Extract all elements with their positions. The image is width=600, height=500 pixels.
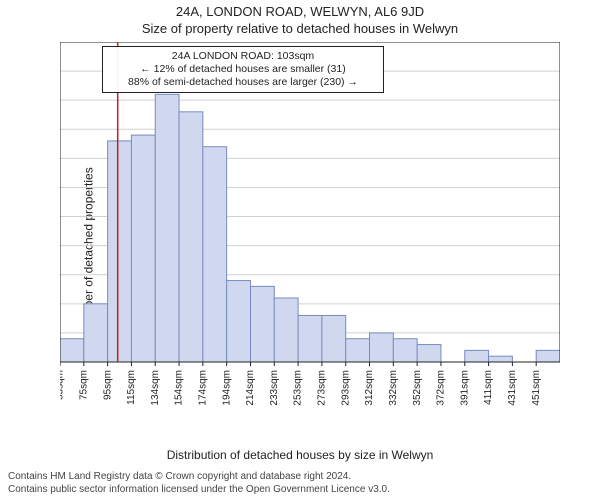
svg-text:431sqm: 431sqm — [507, 370, 518, 406]
svg-text:134sqm: 134sqm — [150, 370, 161, 406]
svg-text:332sqm: 332sqm — [388, 370, 399, 406]
svg-text:194sqm: 194sqm — [221, 370, 232, 406]
svg-text:312sqm: 312sqm — [364, 370, 375, 406]
footer-line2: Contains public sector information licen… — [8, 484, 592, 497]
footer-attribution: Contains HM Land Registry data © Crown c… — [8, 471, 592, 496]
annotation-line2: ← 12% of detached houses are smaller (31… — [109, 63, 377, 76]
svg-text:273sqm: 273sqm — [317, 370, 328, 406]
svg-text:154sqm: 154sqm — [174, 370, 185, 406]
svg-text:253sqm: 253sqm — [293, 370, 304, 406]
annotation-line3: 88% of semi-detached houses are larger (… — [109, 76, 377, 89]
svg-text:411sqm: 411sqm — [483, 370, 494, 405]
svg-text:352sqm: 352sqm — [412, 370, 423, 406]
svg-text:174sqm: 174sqm — [197, 370, 208, 406]
chart-container: 24A, LONDON ROAD, WELWYN, AL6 9JD Size o… — [0, 0, 600, 500]
x-axis-label: Distribution of detached houses by size … — [0, 448, 600, 462]
histogram-svg: 051015202530354045505555sqm75sqm95sqm115… — [60, 42, 560, 412]
chart-area: 051015202530354045505555sqm75sqm95sqm115… — [60, 42, 560, 412]
footer-line1: Contains HM Land Registry data © Crown c… — [8, 471, 592, 484]
svg-text:293sqm: 293sqm — [340, 370, 351, 406]
title-address: 24A, LONDON ROAD, WELWYN, AL6 9JD — [0, 0, 600, 19]
svg-text:75sqm: 75sqm — [78, 370, 89, 400]
svg-text:372sqm: 372sqm — [436, 370, 447, 406]
annotation-line1: 24A LONDON ROAD: 103sqm — [109, 50, 377, 63]
svg-text:115sqm: 115sqm — [126, 370, 137, 405]
title-subtitle: Size of property relative to detached ho… — [0, 19, 600, 36]
svg-text:451sqm: 451sqm — [531, 370, 542, 406]
svg-text:55sqm: 55sqm — [60, 370, 66, 400]
svg-text:391sqm: 391sqm — [459, 370, 470, 406]
svg-text:95sqm: 95sqm — [102, 370, 113, 400]
svg-text:214sqm: 214sqm — [245, 370, 256, 406]
annotation-box: 24A LONDON ROAD: 103sqm ← 12% of detache… — [102, 46, 384, 93]
svg-text:233sqm: 233sqm — [269, 370, 280, 406]
